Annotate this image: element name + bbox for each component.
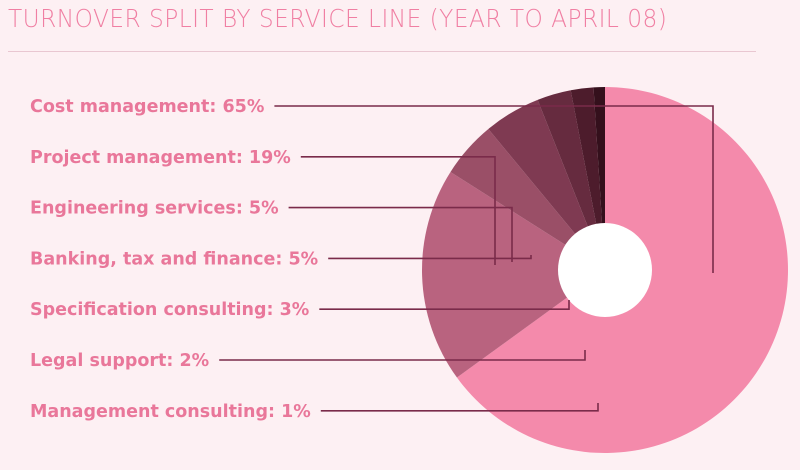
leader-line-project-management — [300, 156, 496, 265]
legend-label-banking-tax-and-finance: Banking, tax and finance: 5% — [30, 249, 318, 269]
legend-label-management-consulting: Management consulting: 1% — [30, 402, 311, 422]
slice-banking-tax-and-finance — [488, 99, 605, 270]
legend-label-project-management: Project management: 19% — [30, 148, 291, 168]
chart-title: TURNOVER SPLIT BY SERVICE LINE (YEAR TO … — [8, 4, 668, 33]
leader-line-specification-consulting — [319, 300, 570, 311]
legend-label-engineering-services: Engineering services: 5% — [30, 199, 279, 219]
legend-label-cost-management: Cost management: 65% — [30, 97, 264, 117]
leader-line-management-consulting — [320, 403, 599, 412]
leader-line-banking-tax-and-finance — [328, 255, 532, 260]
title-divider — [8, 51, 756, 52]
legend-label-legal-support: Legal support: 2% — [30, 351, 209, 371]
leader-line-engineering-services — [288, 206, 513, 262]
slice-project-management — [422, 171, 605, 378]
leader-line-cost-management — [274, 105, 714, 273]
slice-engineering-services — [450, 129, 605, 270]
legend-label-specification-consulting: Specification consulting: 3% — [30, 300, 309, 320]
slice-specification-consulting — [537, 90, 605, 271]
leader-line-legal-support — [219, 350, 586, 361]
donut-hole — [558, 223, 652, 317]
